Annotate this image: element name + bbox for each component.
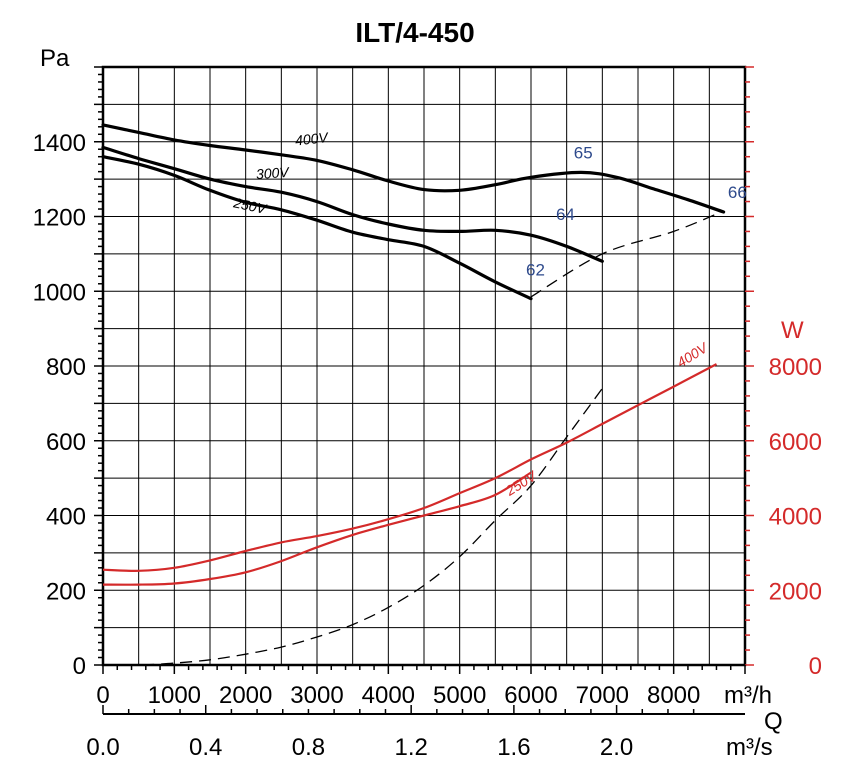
x2-tick-label: 2.0 bbox=[600, 734, 633, 761]
x-axis-unit-m3s: m³/s bbox=[726, 734, 773, 761]
dashed-lines bbox=[142, 210, 724, 666]
x-tick-label: 4000 bbox=[362, 682, 415, 709]
y-tick-label: 600 bbox=[46, 429, 86, 456]
x2-tick-label: 1.2 bbox=[394, 734, 427, 761]
y2-tick-label: 8000 bbox=[769, 354, 822, 381]
x-tick-label: 0 bbox=[96, 682, 109, 709]
pressure-curve-250V bbox=[101, 155, 533, 301]
y-tick-label: 0 bbox=[73, 653, 86, 680]
x-tick-label: 3000 bbox=[290, 682, 343, 709]
efficiency-label-64: 64 bbox=[556, 205, 575, 224]
x-axis-unit-m3h: m³/h bbox=[724, 682, 772, 709]
x-tick-label: 1000 bbox=[148, 682, 201, 709]
y2-tick-label: 0 bbox=[809, 653, 822, 680]
x2-tick-label: 0.0 bbox=[86, 734, 119, 761]
y-tick-label: 1200 bbox=[33, 205, 86, 232]
power-curves bbox=[102, 363, 718, 586]
y-tick-label: 1000 bbox=[33, 279, 86, 306]
x2-tick-label: 0.8 bbox=[292, 734, 325, 761]
y-tick-label: 800 bbox=[46, 354, 86, 381]
grid bbox=[103, 67, 745, 665]
y-axis-unit-pa: Pa bbox=[40, 45, 70, 72]
dashed-system-curve bbox=[142, 388, 603, 666]
y2-tick-label: 2000 bbox=[769, 578, 822, 605]
x-tick-label: 2000 bbox=[219, 682, 272, 709]
y-tick-label: 1400 bbox=[33, 130, 86, 157]
pressure-label-300V: 300V bbox=[255, 164, 290, 182]
pressure-curves bbox=[101, 123, 726, 301]
x2-tick-label: 1.6 bbox=[497, 734, 530, 761]
efficiency-label-66: 66 bbox=[728, 183, 747, 202]
x-axis-flow-label-q: Q bbox=[764, 708, 783, 735]
pressure-label-400V: 400V bbox=[294, 129, 330, 149]
x-tick-label: 7000 bbox=[576, 682, 629, 709]
axis-ticks: 0 200 400 600 800 1000 1200 1400 0 2000 4000 6000 80… bbox=[33, 66, 822, 761]
efficiency-label-65: 65 bbox=[574, 144, 593, 163]
y-tick-label: 400 bbox=[46, 504, 86, 531]
pressure-curve-400V bbox=[101, 123, 726, 214]
x2-tick-label: 0.4 bbox=[189, 734, 222, 761]
x-tick-label: 8000 bbox=[647, 682, 700, 709]
efficiency-label-62: 62 bbox=[526, 261, 545, 280]
x-tick-label: 5000 bbox=[433, 682, 486, 709]
x-tick-label: 6000 bbox=[504, 682, 557, 709]
y2-axis-unit-w: W bbox=[781, 317, 804, 344]
pressure-curve-300V bbox=[101, 145, 604, 263]
power-curve-400V bbox=[102, 363, 718, 572]
power-curve-250V bbox=[102, 471, 532, 586]
chart-title: ILT/4-450 bbox=[355, 17, 474, 48]
y2-tick-label: 4000 bbox=[769, 504, 822, 531]
y2-tick-label: 6000 bbox=[769, 429, 822, 456]
y-tick-label: 200 bbox=[46, 578, 86, 605]
pressure-label-250V: 250V bbox=[231, 194, 269, 217]
